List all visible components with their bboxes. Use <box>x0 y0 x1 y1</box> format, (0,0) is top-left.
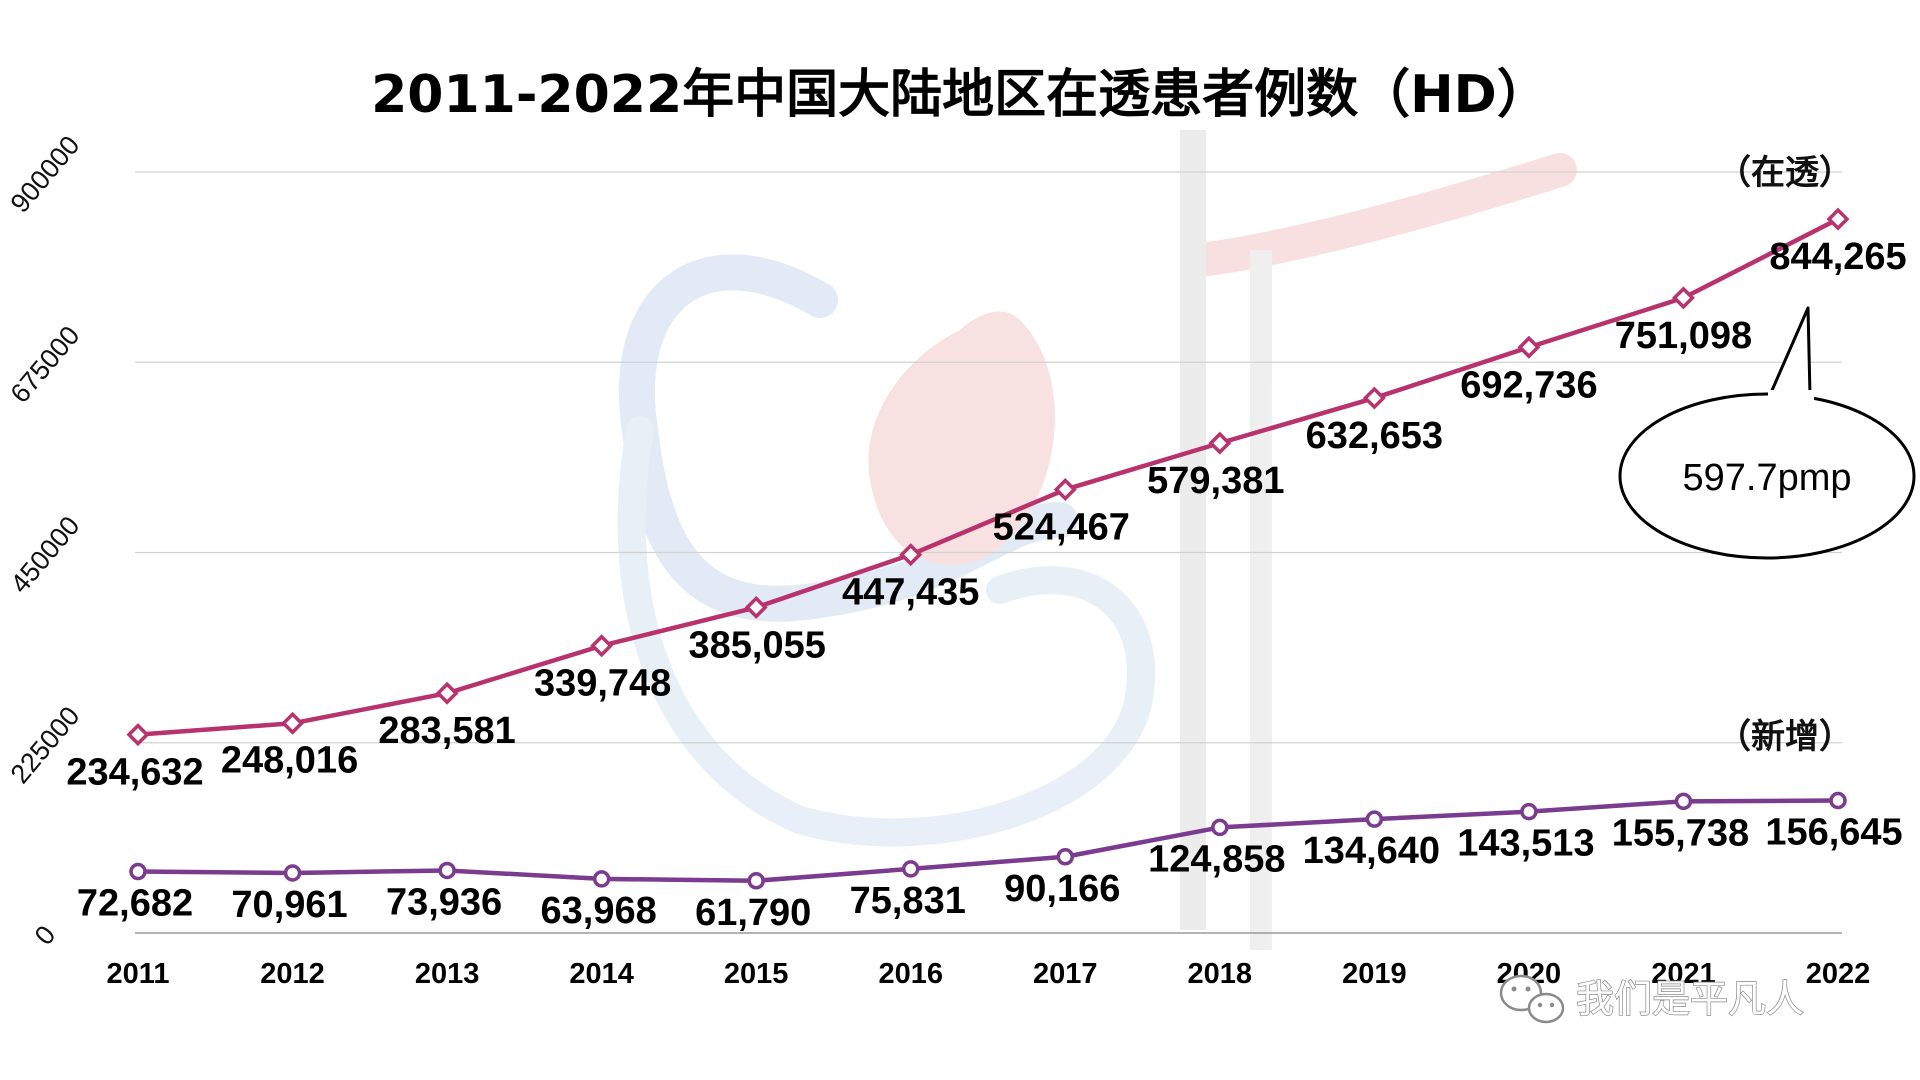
data-label: 73,936 <box>386 881 502 923</box>
x-tick-label: 2014 <box>569 958 634 990</box>
data-label: 63,968 <box>541 890 657 932</box>
watermark-text: 我们是平凡人 <box>1576 977 1804 1021</box>
wechat-icon <box>1499 974 1565 1024</box>
data-label: 447,435 <box>842 572 979 614</box>
series <box>126 207 1850 890</box>
callout-text: 597.7pmp <box>1682 457 1851 499</box>
data-label: 248,016 <box>221 739 358 781</box>
data-point-marker <box>281 711 305 735</box>
data-point-marker <box>1517 335 1541 359</box>
data-point-marker <box>1208 431 1232 455</box>
y-tick-label: 675000 <box>5 320 86 408</box>
background-logo <box>617 130 1577 950</box>
data-label: 70,961 <box>231 884 347 926</box>
x-tick-label: 2011 <box>107 958 170 990</box>
x-tick-label: 2012 <box>260 958 325 990</box>
data-label: 751,098 <box>1615 315 1752 357</box>
data-point-marker <box>901 860 920 878</box>
data-point-marker <box>1826 207 1850 231</box>
x-tick-label: 2021 <box>1651 958 1716 990</box>
data-point-marker <box>1674 792 1693 811</box>
data-point-marker <box>744 595 768 619</box>
data-label: 124,858 <box>1148 838 1285 880</box>
x-tick-label: 2019 <box>1342 958 1407 990</box>
data-labels: 234,632 248,016 283,581 339,748 385,055 447,4… <box>66 236 1906 934</box>
data-label: 75,831 <box>850 880 966 922</box>
x-tick-label: 2022 <box>1806 958 1871 990</box>
y-tick-label: 0 <box>29 920 62 951</box>
data-label: 692,736 <box>1460 364 1597 406</box>
data-label: 339,748 <box>534 663 671 705</box>
y-tick-label: 900000 <box>5 130 86 218</box>
data-point-marker <box>1671 286 1695 310</box>
data-label: 155,738 <box>1612 812 1749 854</box>
series-line-new <box>137 798 1839 884</box>
watermark: 我们是平凡人 <box>1499 974 1805 1024</box>
data-point-marker <box>899 543 923 567</box>
data-point-marker <box>283 864 302 882</box>
x-tick-label: 2018 <box>1188 958 1253 990</box>
series-line-dialysis <box>137 217 1840 737</box>
data-point-marker <box>1520 802 1538 821</box>
data-label: 283,581 <box>378 710 515 752</box>
data-label: 90,166 <box>1004 868 1120 910</box>
y-tick-label: 450000 <box>5 511 86 599</box>
data-label: 844,265 <box>1769 236 1906 278</box>
data-point-marker <box>1211 818 1229 837</box>
series-label-dialysis: （在透） <box>1717 153 1853 193</box>
data-label: 579,381 <box>1147 460 1284 502</box>
data-point-marker <box>435 681 459 705</box>
x-tick-label: 2017 <box>1033 958 1098 990</box>
x-tick-label: 2013 <box>415 958 480 990</box>
x-tick-label: 2015 <box>724 958 789 990</box>
data-label: 385,055 <box>688 624 825 666</box>
x-tick-label: 2016 <box>878 958 943 990</box>
data-label: 134,640 <box>1303 830 1440 872</box>
data-point-marker <box>1829 791 1847 810</box>
data-label: 234,632 <box>66 752 203 794</box>
data-label: 156,645 <box>1765 812 1902 854</box>
chart-title: 2011-2022年中国大陆地区在透患者例数（HD） <box>371 65 1549 125</box>
data-point-marker <box>747 872 765 890</box>
callout-bubble: 597.7pmp <box>1618 306 1916 560</box>
data-label: 72,682 <box>77 883 193 925</box>
data-point-marker <box>1056 848 1075 866</box>
data-label: 524,467 <box>993 507 1130 549</box>
data-point-marker <box>592 870 611 888</box>
data-point-marker <box>438 861 456 880</box>
data-point-marker <box>126 723 150 747</box>
data-label: 632,653 <box>1306 415 1443 457</box>
data-point-marker <box>590 634 614 658</box>
data-label: 61,790 <box>695 892 811 934</box>
data-point-marker <box>1362 386 1386 410</box>
data-label: 143,513 <box>1457 823 1594 865</box>
data-point-marker <box>129 862 147 881</box>
grid <box>135 171 1842 934</box>
data-point-marker <box>1053 478 1077 502</box>
data-point-marker <box>1365 810 1384 828</box>
series-label-new: （新增） <box>1717 717 1853 757</box>
x-axis-ticks: 2011 2012 2013 2014 2015 2016 2017 2018 2019 2020… <box>107 958 1871 990</box>
